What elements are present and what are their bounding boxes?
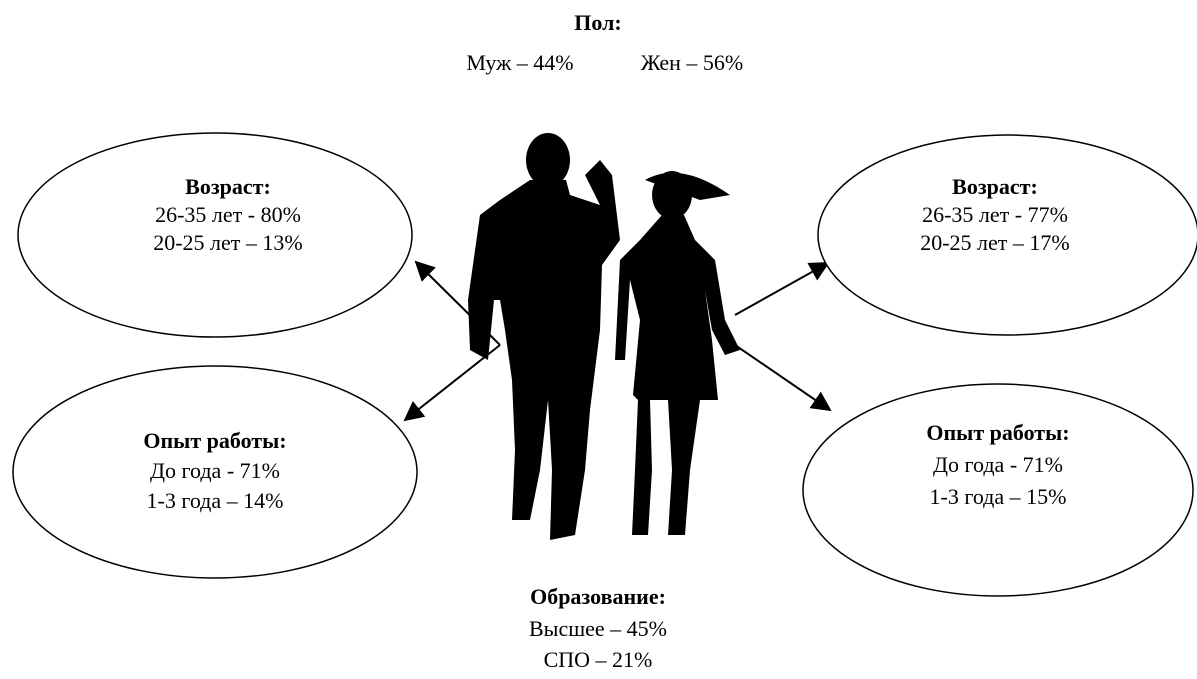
- bubble-title: Возраст:: [185, 174, 271, 199]
- gender-item: Жен – 56%: [641, 50, 743, 75]
- arrow: [734, 262, 830, 316]
- bubble-title: Возраст:: [952, 174, 1038, 199]
- gender-title: Пол:: [574, 10, 622, 35]
- bubble-title: Опыт работы:: [143, 428, 286, 453]
- bubble-title: Опыт работы:: [926, 420, 1069, 445]
- arrow: [414, 260, 501, 346]
- gender-item: Муж – 44%: [466, 50, 573, 75]
- bubble: [817, 134, 1197, 336]
- bubble: [802, 383, 1194, 597]
- bubble-line: 20-25 лет – 17%: [920, 230, 1070, 255]
- education-line: Высшее – 45%: [529, 616, 667, 641]
- bubble-line: 1-3 года – 15%: [930, 484, 1067, 509]
- bubble-line: 26-35 лет - 80%: [155, 202, 301, 227]
- education-line: СПО – 21%: [544, 647, 653, 672]
- bubble-line: До года - 71%: [150, 458, 280, 483]
- silhouettes: [468, 133, 740, 540]
- arrow: [403, 344, 501, 422]
- bubble-line: 26-35 лет - 77%: [922, 202, 1068, 227]
- arrow: [734, 344, 832, 412]
- bubble-line: 20-25 лет – 13%: [153, 230, 303, 255]
- bubble: [12, 365, 418, 579]
- bubble-line: До года - 71%: [933, 452, 1063, 477]
- bubble: [17, 132, 413, 338]
- education-title: Образование:: [530, 584, 666, 609]
- bubble-line: 1-3 года – 14%: [147, 488, 284, 513]
